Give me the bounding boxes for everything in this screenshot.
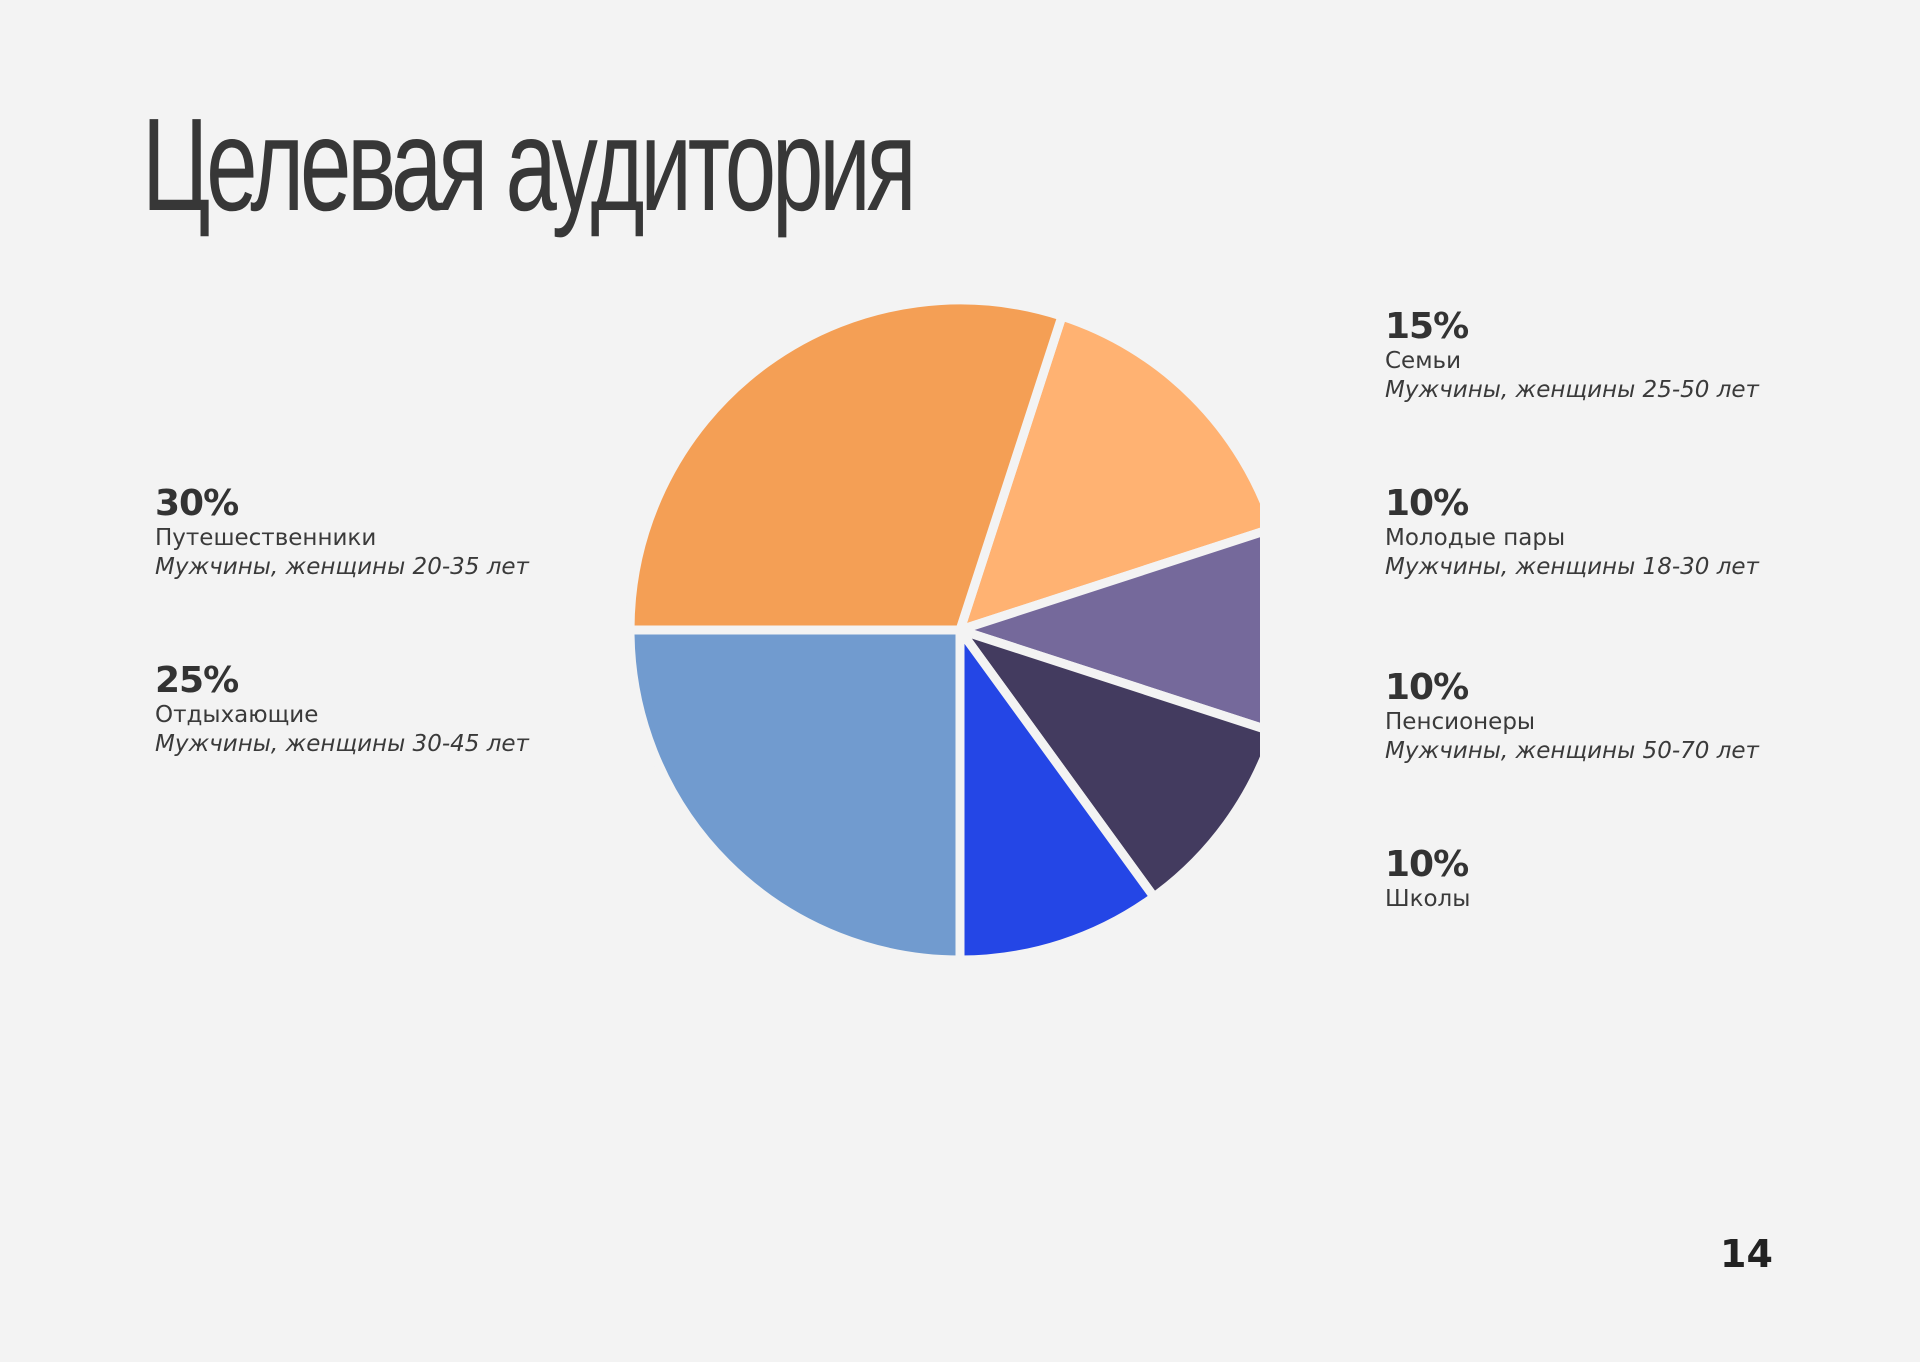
legend-item-pensioners: 10% Пенсионеры Мужчины, женщины 50-70 ле… <box>1385 668 1825 766</box>
legend-description: Мужчины, женщины 20-35 лет <box>155 554 529 580</box>
legend-label: Семьи <box>1385 348 1462 374</box>
legend-label: Пенсионеры <box>1385 709 1536 735</box>
page-number: 14 <box>1720 1232 1773 1276</box>
pie-slice-5 <box>625 295 1067 635</box>
legend-description: Мужчины, женщины 25-50 лет <box>1385 377 1759 403</box>
legend-item-families: 15% Семьи Мужчины, женщины 25-50 лет <box>1385 307 1825 405</box>
legend-item-young-couples: 10% Молодые пары Мужчины, женщины 18-30 … <box>1385 484 1825 582</box>
legend-label: Отдыхающие <box>155 702 319 728</box>
pie-slice-0 <box>955 311 1260 635</box>
legend-percent: 25% <box>155 660 239 701</box>
legend-percent: 15% <box>1385 306 1469 347</box>
legend-description: Мужчины, женщины 30-45 лет <box>155 731 529 757</box>
pie-chart <box>625 295 1260 960</box>
legend-item-vacationers: 25% Отдыхающие Мужчины, женщины 30-45 ле… <box>155 661 595 759</box>
legend-label: Путешественники <box>155 525 377 551</box>
legend-percent: 30% <box>155 483 239 524</box>
legend-item-travelers: 30% Путешественники Мужчины, женщины 20-… <box>155 484 595 582</box>
pie-slice-3 <box>955 625 1159 960</box>
pie-slice-4 <box>625 625 965 960</box>
page-title: Целевая аудитория <box>142 91 917 238</box>
legend-description: Мужчины, женщины 50-70 лет <box>1385 738 1759 764</box>
pie-slice-2 <box>955 625 1260 902</box>
pie-slice-1 <box>955 527 1260 733</box>
legend-label: Молодые пары <box>1385 525 1566 551</box>
legend-description: Мужчины, женщины 18-30 лет <box>1385 554 1759 580</box>
legend-percent: 10% <box>1385 483 1469 524</box>
legend-item-schools: 10% Школы <box>1385 845 1825 914</box>
legend-percent: 10% <box>1385 844 1469 885</box>
legend-label: Школы <box>1385 886 1471 912</box>
legend-percent: 10% <box>1385 667 1469 708</box>
